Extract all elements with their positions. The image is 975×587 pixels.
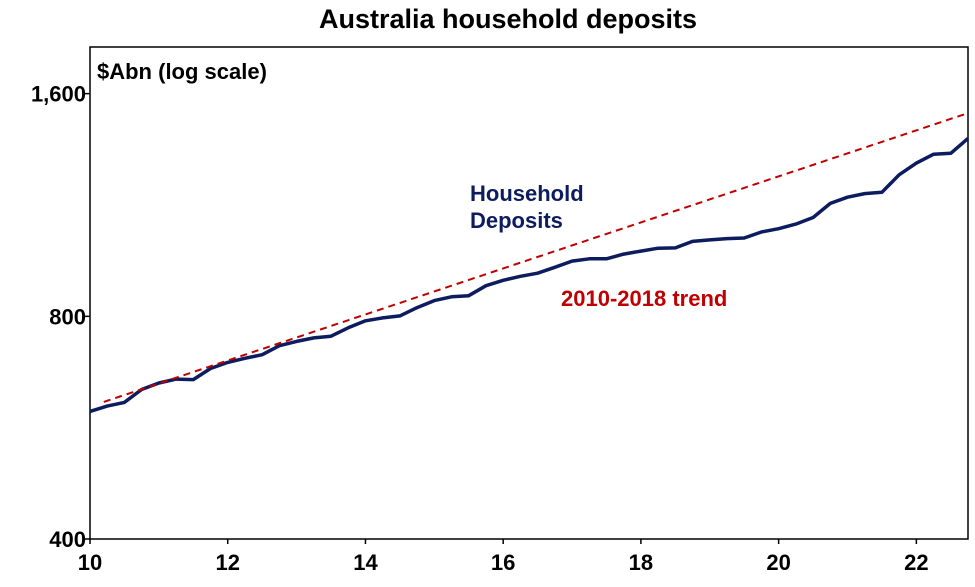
trend-line [103,112,969,403]
unit-label: $Abn (log scale) [97,59,267,84]
y-tick-label: 400 [49,527,86,552]
x-tick-label: 16 [491,550,515,575]
y-axis: 400 800 1,600 [31,82,90,552]
x-tick-label: 10 [78,550,102,575]
plot-area-frame [89,46,969,540]
chart-title: Australia household deposits [319,4,697,34]
x-tick-label: 18 [629,550,653,575]
x-tick-label: 22 [904,550,928,575]
series-labels: Household Deposits 2010-2018 trend [470,181,727,311]
x-tick-label: 20 [766,550,790,575]
x-axis: 10 12 14 16 18 20 22 [78,539,929,575]
series-layer [89,112,970,414]
y-tick-label: 1,600 [31,82,86,107]
deposits-series-label: Household Deposits [470,181,584,233]
x-tick-label: 14 [353,550,378,575]
deposits-line [89,137,970,414]
trend-series-label: 2010-2018 trend [561,286,727,311]
x-tick-label: 12 [215,550,239,575]
y-tick-label: 800 [49,304,86,329]
